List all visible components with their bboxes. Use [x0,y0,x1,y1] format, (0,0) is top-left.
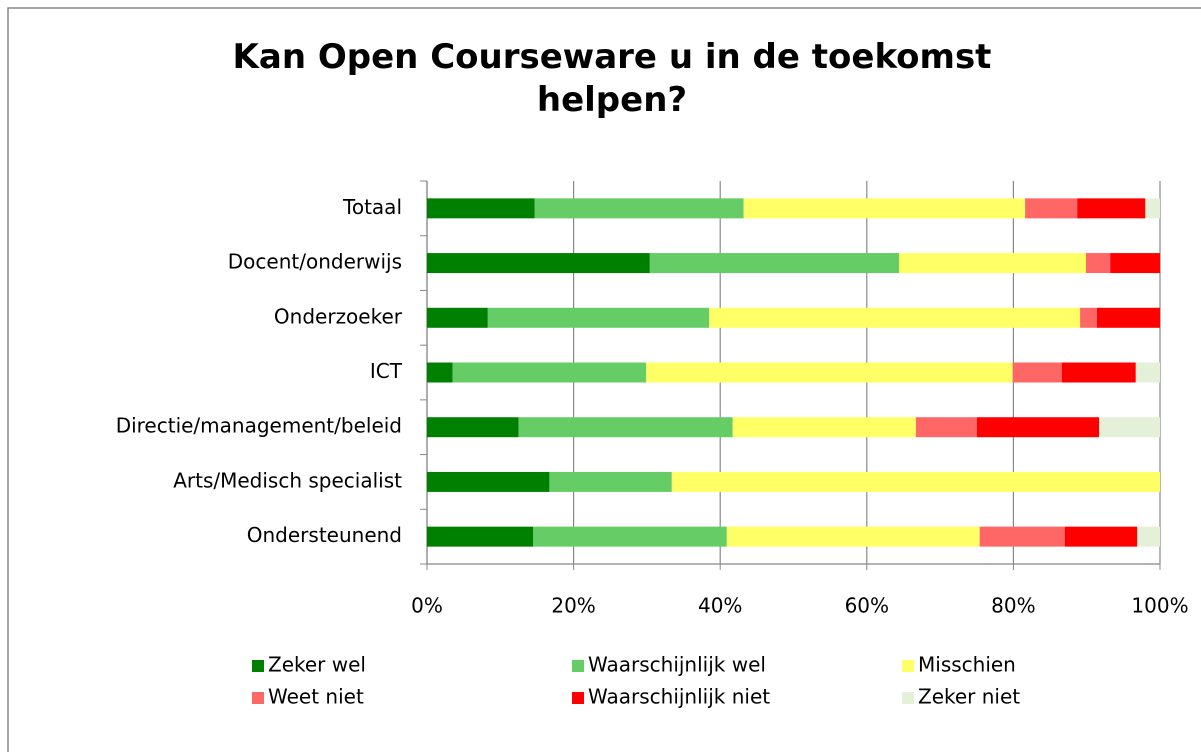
chart-title: Kan Open Courseware u in de toekomst hel… [232,37,992,120]
legend-swatch [252,692,264,704]
bar-segment [671,471,1160,492]
bar-segment [1061,362,1136,383]
bar-segment [427,198,535,219]
bar-segment [427,253,650,274]
y-tick-label: Directie/management/beleid [116,414,402,438]
bar-segment [1012,362,1062,383]
bar-segment [518,417,733,438]
legend-label: Waarschijnlijk niet [588,685,770,709]
bar-segment [1077,198,1146,219]
bar-segment [1099,417,1160,438]
bar-segment [649,253,900,274]
legend-label: Misschien [918,653,1016,677]
y-tick-label: ICT [370,359,403,383]
bar-segment [1137,526,1160,547]
bar-segment [1096,307,1160,328]
bar-segment [427,417,519,438]
legend-label: Zeker niet [918,685,1020,709]
bar-segment [743,198,1026,219]
bar-segment [427,526,534,547]
bar-segment [487,307,710,328]
legend-label: Waarschijnlijk wel [588,653,766,677]
y-tick-label: Ondersteunend [247,523,402,547]
x-tick-label: 60% [845,594,889,618]
legend-label: Zeker wel [268,653,366,677]
bar-segment [1085,253,1111,274]
legend-swatch [572,660,584,672]
bar-segment [1145,198,1160,219]
bar-segment [915,417,977,438]
legend-swatch [572,692,584,704]
bar-segment [726,526,980,547]
bar-segment [646,362,1013,383]
bar-segment [899,253,1086,274]
bar-segment [1025,198,1078,219]
bar-segment [1080,307,1097,328]
bar-segment [533,526,727,547]
bar-segment [732,417,916,438]
y-tick-label: Docent/onderwijs [228,250,402,274]
bar-segment [709,307,1081,328]
legend-swatch [252,660,264,672]
bar-segment [979,526,1065,547]
x-tick-label: 20% [551,594,595,618]
y-tick-label: Totaal [342,195,402,219]
legend-label: Weet niet [268,685,364,709]
bar-segment [427,362,453,383]
bar-segment [1135,362,1160,383]
bar-segment [1064,526,1138,547]
bar-segment [976,417,1100,438]
legend-swatch [902,660,914,672]
legend-swatch [902,692,914,704]
x-tick-label: 0% [411,594,443,618]
bar-segment [549,471,672,492]
bar-segment [427,307,488,328]
x-tick-label: 80% [991,594,1035,618]
y-tick-label: Onderzoeker [274,304,403,328]
bar-segment [534,198,744,219]
bar-segment [427,471,550,492]
bar-segment [1110,253,1160,274]
y-tick-label: Arts/Medisch specialist [173,468,402,492]
bar-segment [452,362,647,383]
x-tick-label: 100% [1131,594,1188,618]
x-tick-label: 40% [698,594,742,618]
